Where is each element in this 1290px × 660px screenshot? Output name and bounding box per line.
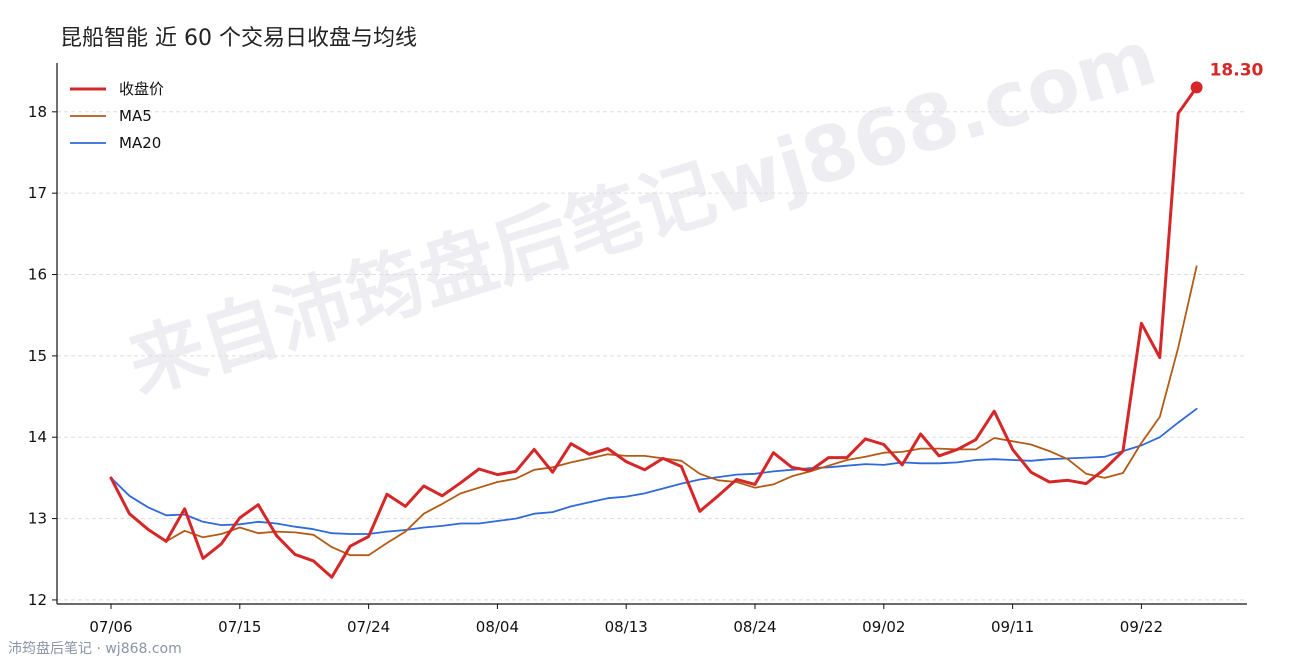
legend-label: MA5 — [119, 107, 152, 125]
x-tick-label: 07/24 — [347, 618, 390, 636]
chart-title: 昆船智能 近 60 个交易日收盘与均线 — [60, 26, 417, 51]
y-tick-label: 15 — [28, 347, 47, 365]
series-lines — [109, 85, 1199, 579]
y-tick-label: 17 — [28, 184, 47, 202]
y-tick-label: 12 — [28, 591, 47, 609]
series-line-MA5 — [110, 265, 1198, 557]
series-line-收盘价 — [109, 85, 1199, 579]
legend-label: MA20 — [119, 134, 161, 152]
x-tick-label: 07/15 — [218, 618, 261, 636]
grid-lines — [57, 111, 1247, 601]
legend: 收盘价 MA5 MA20 — [70, 80, 164, 152]
x-tick-label: 09/11 — [991, 618, 1034, 636]
x-tick-label: 09/22 — [1120, 618, 1163, 636]
axes — [56, 63, 1247, 605]
x-tick-label: 09/02 — [862, 618, 905, 636]
y-tick-label: 13 — [28, 510, 47, 528]
last-value-marker: 18.30 — [1190, 60, 1264, 94]
y-tick-label: 14 — [28, 428, 47, 446]
x-axis-ticks: 07/06 07/15 07/24 08/04 08/13 08/24 09/02 09/11… — [89, 604, 1163, 636]
y-tick-label: 16 — [28, 266, 47, 284]
x-tick-label: 08/13 — [605, 618, 648, 636]
y-tick-label: 18 — [28, 103, 47, 121]
watermark-corner: 沛筠盘后笔记 · wj868.com — [8, 641, 182, 657]
x-tick-label: 07/06 — [89, 618, 132, 636]
x-tick-label: 08/24 — [733, 618, 776, 636]
last-value-label: 18.30 — [1210, 60, 1264, 80]
last-value-point — [1190, 81, 1203, 94]
x-tick-label: 08/04 — [476, 618, 519, 636]
legend-label: 收盘价 — [119, 80, 164, 98]
y-axis-ticks: 12 13 14 15 16 17 18 — [28, 103, 57, 609]
series-line-MA20 — [110, 407, 1198, 535]
